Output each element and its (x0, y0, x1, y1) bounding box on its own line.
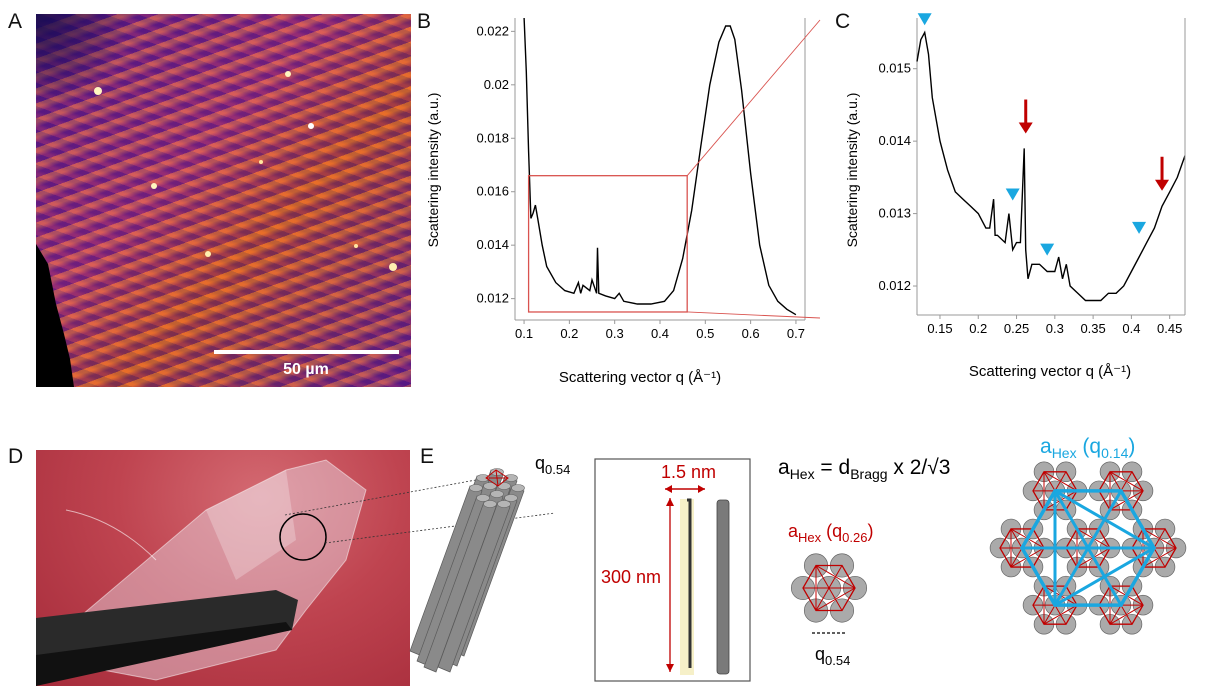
fluorescence-micrograph: 50 µm (36, 14, 411, 387)
film-photo-drawing (36, 459, 367, 686)
y-tick-label: 0.012 (878, 278, 911, 293)
series-line (523, 17, 797, 316)
chart-b-plot: 0.1 0.2 0.3 0.4 0.5 0.6 0.7 0.012 0.014 0.016 0.01… (476, 17, 821, 341)
blue-triangle-marker (917, 13, 932, 26)
x-tick-label: 0.2 (560, 326, 578, 341)
scale-bar (214, 350, 399, 354)
red-hex-triangle (1142, 528, 1177, 549)
chart-c-plot: 0.15 0.2 0.25 0.3 0.35 0.4 0.45 0.012 0.013 0.014… (878, 13, 1186, 336)
rod-bundle (409, 468, 525, 673)
blue-triangle-marker (1132, 221, 1147, 234)
bundle-top-lattice (485, 469, 509, 487)
y-tick-label: 0.016 (476, 184, 509, 199)
rod-top (497, 500, 511, 508)
x-tick-label: 0.4 (1122, 321, 1140, 336)
red-hex-triangle (1142, 547, 1177, 568)
rod-model (716, 499, 730, 675)
small-lattice-q-label: q0.54 (815, 644, 850, 668)
fiber-glow (680, 499, 694, 675)
rod-top (497, 482, 511, 490)
x-tick-label: 0.6 (742, 326, 760, 341)
twisted-fiber (687, 498, 692, 668)
x-tick-label: 0.35 (1080, 321, 1105, 336)
panel-label-e: E (420, 445, 435, 468)
blue-hex-triangle (1054, 489, 1155, 550)
scale-bar-label: 50 µm (283, 361, 329, 378)
series-line (916, 30, 1186, 302)
blue-triangle-marker (1005, 188, 1020, 201)
small-lattice-label: aHex (q0.26) (788, 521, 873, 545)
small-lattice (790, 553, 868, 634)
rod-top (483, 482, 497, 490)
x-tick-label: 0.2 (969, 321, 987, 336)
blue-hex-triangle (1054, 546, 1155, 607)
red-arrow-head (1018, 122, 1033, 134)
chart-c: 0.15 0.2 0.25 0.3 0.35 0.4 0.45 0.012 0.013 0.014… (844, 13, 1186, 380)
zoom-box (527, 175, 688, 313)
micrograph-dark-region (36, 244, 74, 387)
red-hex-triangle (815, 587, 856, 611)
bundle-q-label: q0.54 (535, 453, 570, 477)
y-tick-label: 0.022 (476, 23, 509, 38)
red-hex-triangle (1043, 604, 1078, 625)
film-photo (36, 450, 410, 686)
y-tick-label: 0.018 (476, 130, 509, 145)
zoom-connector (687, 311, 821, 319)
panel-label-d: D (8, 445, 24, 468)
chart-b-ylabel: Scattering intensity (a.u.) (425, 93, 441, 248)
y-tick-label: 0.013 (878, 206, 911, 221)
x-tick-label: 0.25 (1004, 321, 1029, 336)
panel-label-c: C (835, 10, 851, 33)
rod-top (511, 484, 525, 492)
y-tick-label: 0.02 (484, 77, 509, 92)
red-hex-triangle (815, 565, 856, 589)
rod-top (490, 490, 504, 498)
red-hex-triangle (1109, 471, 1144, 492)
y-tick-label: 0.012 (476, 291, 509, 306)
blue-triangle-marker (1040, 243, 1055, 256)
fiber-length-label: 300 nm (601, 567, 661, 587)
big-lattice-label: aHex (q0.14) (1040, 435, 1135, 461)
chart-b-xlabel: Scattering vector q (Å⁻¹) (559, 369, 721, 386)
highlight-circle (279, 513, 327, 561)
rod-top (483, 500, 497, 508)
panel-label-a: A (8, 10, 23, 33)
x-tick-label: 0.15 (927, 321, 952, 336)
x-tick-label: 0.5 (696, 326, 714, 341)
panel-label-b: B (417, 10, 432, 33)
red-hex-diagonal (815, 565, 843, 611)
red-hex-triangle (1109, 604, 1144, 625)
zoom-connector (686, 19, 821, 176)
rod-top (469, 484, 483, 492)
x-tick-label: 0.3 (606, 326, 624, 341)
x-tick-label: 0.7 (787, 326, 805, 341)
chart-c-xlabel: Scattering vector q (Å⁻¹) (969, 363, 1131, 380)
red-arrow-head (1155, 179, 1170, 191)
red-hex-triangle (1043, 471, 1078, 492)
x-tick-label: 0.3 (1046, 321, 1064, 336)
rod-top (504, 494, 518, 502)
chart-c-ylabel: Scattering intensity (a.u.) (844, 93, 860, 248)
rod-top (476, 494, 490, 502)
y-tick-label: 0.014 (476, 237, 509, 252)
formula: aHex = dBragg x 2/√3 (778, 456, 950, 482)
blue-hex-diagonal (1053, 490, 1123, 606)
x-tick-label: 0.1 (515, 326, 533, 341)
x-tick-label: 0.45 (1157, 321, 1182, 336)
chart-b: 0.1 0.2 0.3 0.4 0.5 0.6 0.7 0.012 0.014 0.016 0.01… (425, 17, 821, 386)
fiber-width-label: 1.5 nm (661, 462, 716, 482)
big-lattice (989, 461, 1187, 635)
micrograph-overlay: 50 µm (36, 71, 399, 387)
x-tick-label: 0.4 (651, 326, 669, 341)
y-tick-label: 0.014 (878, 133, 911, 148)
y-tick-label: 0.015 (878, 61, 911, 76)
